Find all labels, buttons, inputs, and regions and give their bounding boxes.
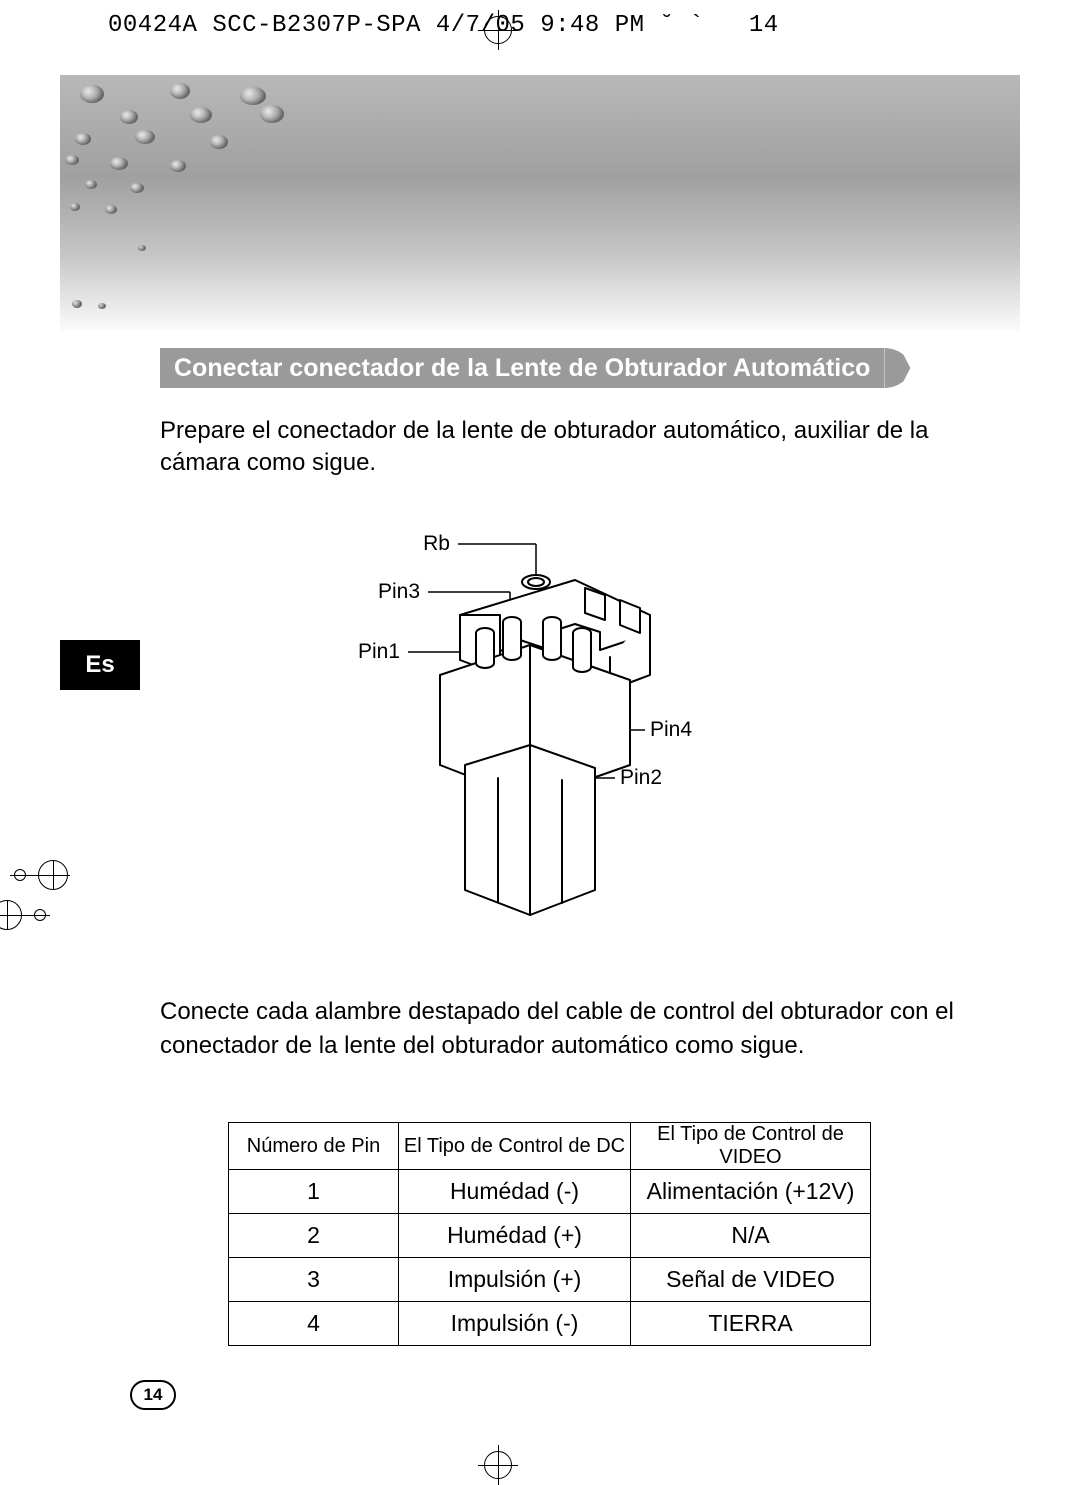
- intro-paragraph: Prepare el conectador de la lente de obt…: [160, 415, 960, 480]
- label-pin3: Pin3: [378, 580, 420, 603]
- model: SCC-B2307P-SPA: [212, 12, 421, 39]
- doc-id: 00424A: [108, 12, 197, 39]
- col-header-dc: El Tipo de Control de DC: [399, 1123, 631, 1170]
- table-row: 2 Humédad (+) N/A: [229, 1214, 871, 1258]
- marks: ˘ `: [659, 12, 704, 39]
- table-header-row: Número de Pin El Tipo de Control de DC E…: [229, 1123, 871, 1170]
- table-row: 4 Impulsión (-) TIERRA: [229, 1302, 871, 1346]
- language-badge: Es: [60, 640, 140, 690]
- section-title-banner: Conectar conectador de la Lente de Obtur…: [160, 348, 910, 388]
- table-row: 1 Humédad (-) Alimentación (+12V): [229, 1170, 871, 1214]
- pin-table: Número de Pin El Tipo de Control de DC E…: [228, 1122, 871, 1346]
- decorative-banner: [60, 75, 1020, 330]
- page-ref: 14: [749, 12, 779, 39]
- col-header-pin: Número de Pin: [229, 1123, 399, 1170]
- table-row: 3 Impulsión (+) Señal de VIDEO: [229, 1258, 871, 1302]
- label-pin1: Pin1: [358, 640, 400, 663]
- crop-mark-right-icon: [0, 895, 50, 935]
- page-number: 14: [130, 1380, 176, 1410]
- print-header: 00424A SCC-B2307P-SPA 4/7/05 9:48 PM ˘ `…: [108, 12, 779, 39]
- crop-mark-bottom-icon: [478, 1445, 518, 1485]
- label-rb: Rb: [423, 532, 450, 555]
- label-pin4: Pin4: [650, 718, 692, 741]
- second-paragraph: Conecte cada alambre destapado del cable…: [160, 995, 980, 1062]
- label-pin2: Pin2: [620, 766, 662, 789]
- section-title: Conectar conectador de la Lente de Obtur…: [160, 348, 884, 388]
- crop-mark-left-icon: [10, 855, 70, 895]
- col-header-video: El Tipo de Control de VIDEO: [631, 1123, 871, 1170]
- time: 9:48 PM: [540, 12, 644, 39]
- crop-mark-top-icon: [478, 10, 518, 50]
- connector-diagram: Rb Pin3 Pin1 Pin4 Pin2: [330, 520, 810, 940]
